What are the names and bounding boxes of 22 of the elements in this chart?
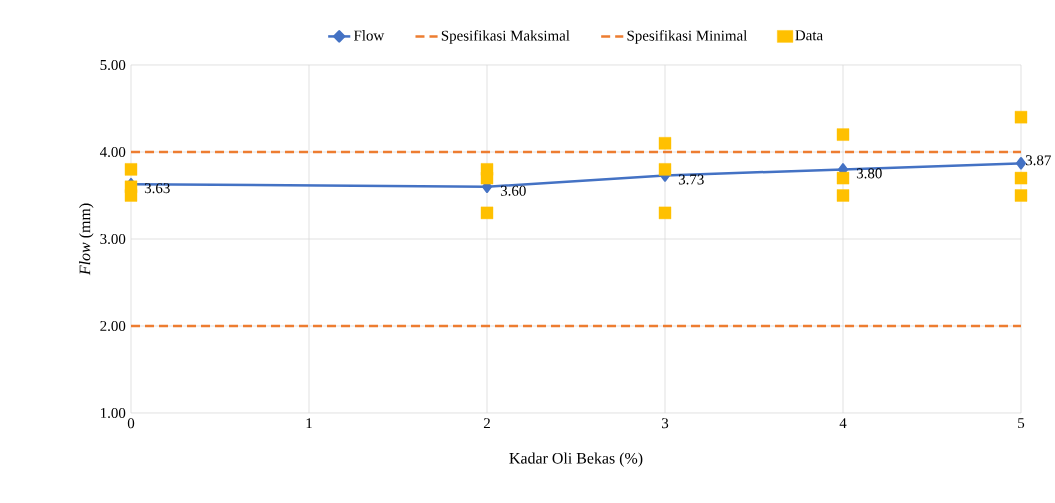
- legend-label: Data: [795, 30, 823, 41]
- x-tick-label: 3: [661, 418, 669, 429]
- data-label: 3.73: [678, 174, 704, 185]
- data-label: 3.87: [1025, 155, 1051, 166]
- y-tick-label: 2.00: [100, 320, 126, 332]
- x-tick-label: 5: [1018, 418, 1025, 429]
- y-tick-label: 1.00: [100, 407, 126, 419]
- data-label: 3.63: [144, 183, 170, 194]
- x-tick-label: 2: [483, 418, 490, 429]
- y-tick-label: 4.00: [99, 146, 126, 158]
- y-axis-title: Flow (mm): [79, 203, 94, 276]
- y-tick-label: 5.00: [100, 59, 126, 71]
- data-label: 3.60: [500, 185, 526, 196]
- y-tick-label: 3.00: [100, 233, 126, 245]
- x-tick-label: 4: [839, 418, 847, 428]
- legend-label: Flow: [353, 30, 385, 41]
- x-axis-title: Kadar Oli Bekas (%): [509, 452, 643, 467]
- legend-label: Spesifikasi Minimal: [627, 30, 748, 44]
- x-tick-label: 0: [127, 418, 135, 429]
- legend-label: Spesifikasi Maksimal: [441, 30, 570, 44]
- data-label: 3.80: [856, 168, 882, 179]
- x-tick-label: 1: [306, 418, 312, 429]
